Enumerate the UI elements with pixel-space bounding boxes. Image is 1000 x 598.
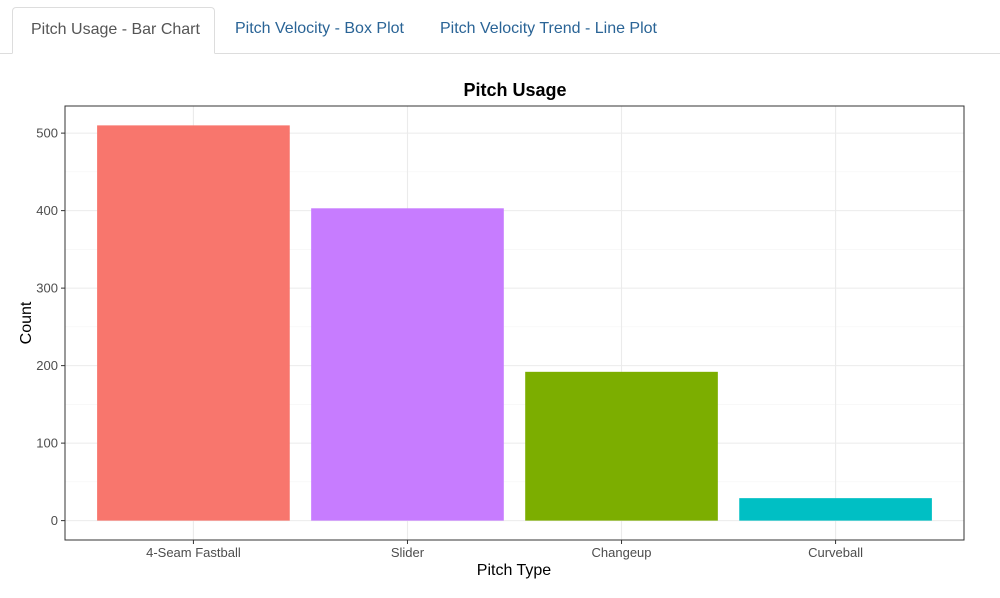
pitch-usage-chart: Pitch Usage 0 100 200 300 400 500 4-Seam Fastb… — [18, 80, 965, 579]
bars — [97, 125, 932, 521]
y-tick-label: 200 — [36, 358, 58, 373]
tab-pitch-usage-bar-chart[interactable]: Pitch Usage - Bar Chart — [12, 7, 215, 54]
x-tick-label: Curveball — [808, 545, 863, 560]
y-tick-label: 400 — [36, 203, 58, 218]
axes: 0 100 200 300 400 500 4-Seam Fastball Slider Cha… — [36, 126, 863, 560]
y-tick-label: 500 — [36, 126, 58, 141]
x-tick-label: Changeup — [592, 545, 652, 560]
chart-container: Pitch Usage 0 100 200 300 400 500 4-Seam Fastb… — [0, 70, 1000, 593]
bar-curveball — [739, 498, 932, 521]
panel-border — [64, 105, 965, 541]
y-tick-label: 100 — [36, 436, 58, 451]
bar-changeup — [525, 371, 718, 521]
bar-slider — [311, 208, 504, 521]
x-axis-title: Pitch Type — [477, 562, 552, 579]
y-tick-label: 300 — [36, 281, 58, 296]
x-tick-label: 4-Seam Fastball — [146, 545, 241, 560]
y-axis-title: Count — [18, 301, 35, 344]
tab-bar: Pitch Usage - Bar Chart Pitch Velocity -… — [0, 0, 1000, 54]
bar-4-seam-fastball — [97, 125, 290, 521]
y-tick-label: 0 — [51, 513, 58, 528]
x-tick-label: Slider — [391, 545, 425, 560]
tab-pitch-velocity-box-plot[interactable]: Pitch Velocity - Box Plot — [235, 20, 404, 37]
tab-pitch-velocity-trend-line-plot[interactable]: Pitch Velocity Trend - Line Plot — [440, 20, 657, 37]
chart-title: Pitch Usage — [463, 80, 566, 100]
